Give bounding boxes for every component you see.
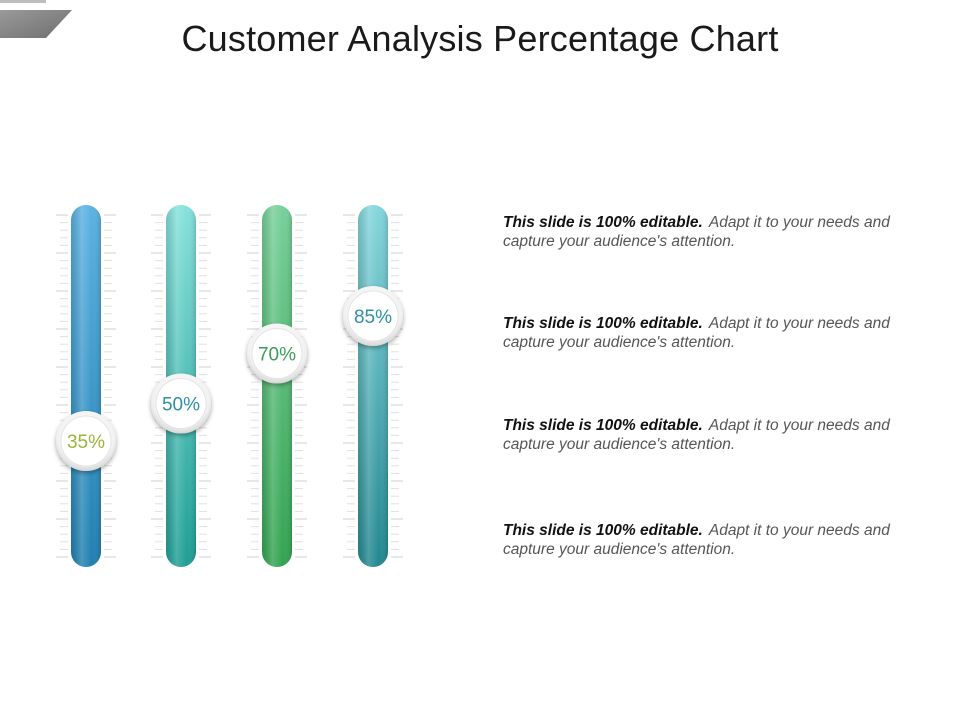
description-body: Adapt it to your needs and capture your … (503, 522, 890, 558)
gauge-value-label: 35% (67, 432, 105, 453)
description-4: This slide is 100% editable. Adapt it to … (503, 521, 913, 559)
gauge-chart: 35% 50% 70% 85% (56, 205, 403, 567)
description-lead: This slide is 100% editable. (503, 315, 703, 332)
description-1: This slide is 100% editable. Adapt it to … (503, 213, 913, 251)
gauge-value-label: 85% (354, 307, 392, 328)
description-2: This slide is 100% editable. Adapt it to … (503, 314, 913, 352)
gauge-knob-1: 35% (56, 411, 116, 471)
gauge-ticks (151, 214, 211, 558)
gauge-value-label: 50% (162, 395, 200, 416)
gauge-bar-gloss (358, 205, 388, 567)
description-lead: This slide is 100% editable. (503, 214, 703, 231)
gauge-knob-3: 70% (247, 323, 307, 384)
gauge-ticks (343, 214, 403, 558)
description-body: Adapt it to your needs and capture your … (503, 417, 890, 453)
page-title: Customer Analysis Percentage Chart (181, 18, 779, 59)
description-lead: This slide is 100% editable. (503, 522, 703, 539)
description-lead: This slide is 100% editable. (503, 417, 703, 434)
description-body: Adapt it to your needs and capture your … (503, 214, 890, 250)
description-3: This slide is 100% editable. Adapt it to … (503, 416, 913, 454)
gauge-knob-4: 85% (343, 286, 403, 346)
description-body: Adapt it to your needs and capture your … (503, 315, 890, 351)
gauge-bar-gloss (71, 205, 101, 567)
corner-tab-decoration (0, 0, 72, 38)
gauge-bar-gloss (262, 205, 292, 567)
gauge-ticks (56, 214, 116, 558)
gauge-knob-2: 50% (151, 373, 211, 434)
gauge-value-label: 70% (258, 345, 296, 366)
